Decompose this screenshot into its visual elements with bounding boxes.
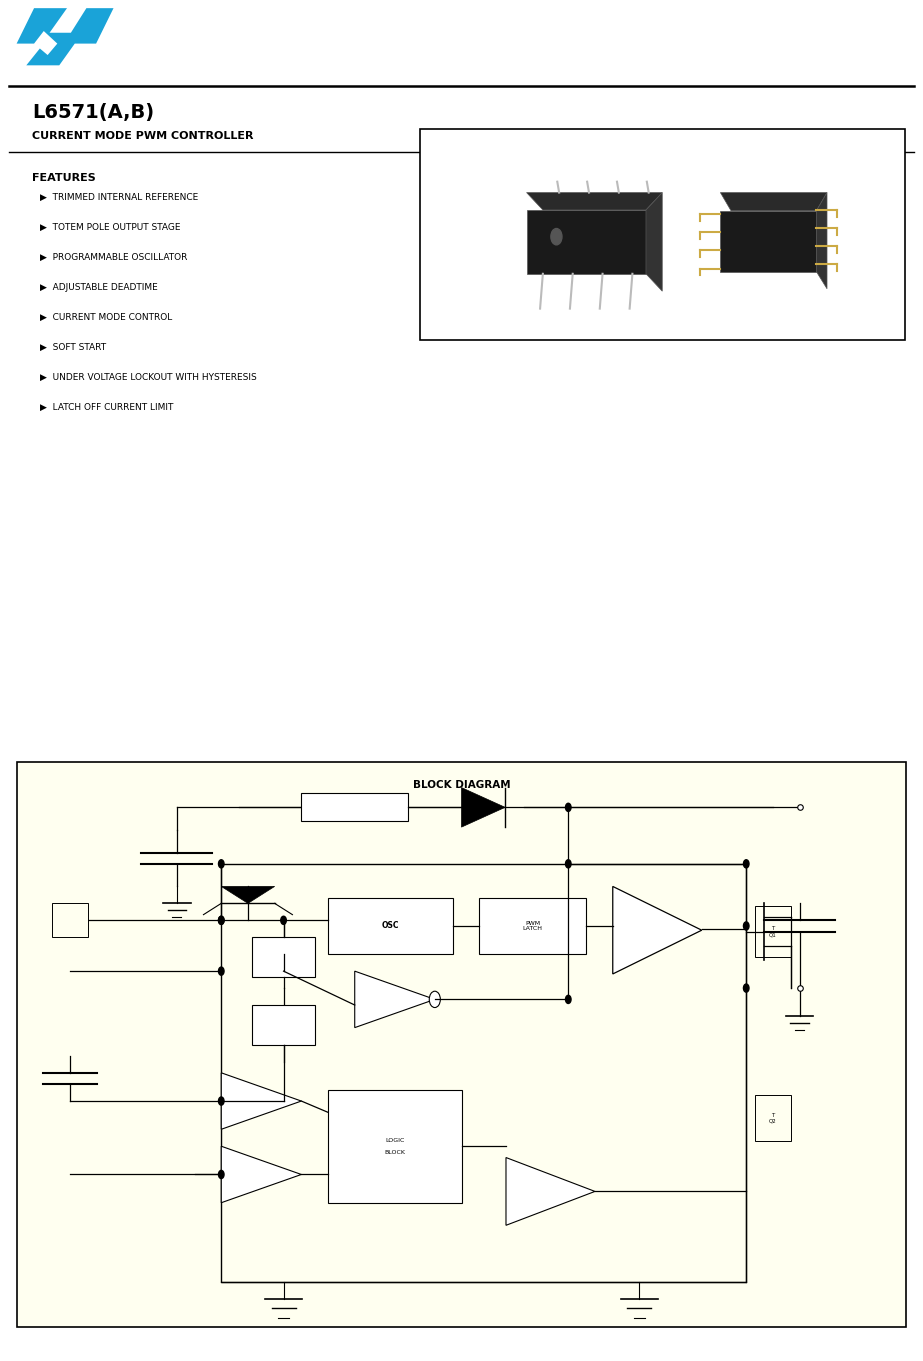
FancyBboxPatch shape [755,906,791,957]
Text: ▶  ADJUSTABLE DEADTIME: ▶ ADJUSTABLE DEADTIME [40,283,158,293]
FancyBboxPatch shape [17,762,906,1327]
Polygon shape [222,1072,301,1130]
Circle shape [219,968,224,976]
FancyBboxPatch shape [252,1004,315,1045]
Circle shape [566,803,571,811]
Polygon shape [526,210,646,274]
FancyBboxPatch shape [222,864,746,1282]
Polygon shape [462,788,505,827]
FancyBboxPatch shape [53,904,88,938]
Polygon shape [720,193,827,211]
Text: PWM
LATCH: PWM LATCH [522,920,543,931]
Text: OSC: OSC [381,921,399,931]
Circle shape [219,1170,224,1179]
Text: CURRENT MODE PWM CONTROLLER: CURRENT MODE PWM CONTROLLER [32,131,254,142]
Circle shape [743,921,749,930]
Circle shape [551,229,562,245]
Circle shape [219,916,224,924]
FancyBboxPatch shape [252,938,315,977]
FancyBboxPatch shape [755,1096,791,1141]
Text: ▶  TOTEM POLE OUTPUT STAGE: ▶ TOTEM POLE OUTPUT STAGE [40,223,180,233]
FancyBboxPatch shape [479,898,586,954]
Polygon shape [17,8,114,65]
Circle shape [281,916,286,924]
Polygon shape [506,1157,595,1225]
Text: ▶  LATCH OFF CURRENT LIMIT: ▶ LATCH OFF CURRENT LIMIT [40,403,174,412]
Circle shape [219,1097,224,1105]
Polygon shape [34,31,57,54]
FancyBboxPatch shape [328,1090,462,1203]
Text: ▶  CURRENT MODE CONTROL: ▶ CURRENT MODE CONTROL [40,313,172,323]
Text: ▶  TRIMMED INTERNAL REFERENCE: ▶ TRIMMED INTERNAL REFERENCE [40,193,198,203]
Text: BLOCK DIAGRAM: BLOCK DIAGRAM [413,780,510,789]
Text: ▶  SOFT START: ▶ SOFT START [40,343,106,352]
Text: ▶  UNDER VOLTAGE LOCKOUT WITH HYSTERESIS: ▶ UNDER VOLTAGE LOCKOUT WITH HYSTERESIS [40,373,257,382]
Text: T
Q2: T Q2 [769,1112,777,1123]
Polygon shape [354,972,435,1028]
FancyBboxPatch shape [301,793,408,822]
Circle shape [566,995,571,1003]
Text: L6571(A,B): L6571(A,B) [32,103,154,122]
Polygon shape [720,211,816,272]
Circle shape [743,984,749,992]
Polygon shape [526,193,663,210]
Polygon shape [613,886,701,974]
Text: LOGIC

BLOCK: LOGIC BLOCK [384,1138,405,1154]
Circle shape [219,916,224,924]
Text: ▶  PROGRAMMABLE OSCILLATOR: ▶ PROGRAMMABLE OSCILLATOR [40,253,187,263]
Polygon shape [646,193,663,291]
Circle shape [219,860,224,868]
Circle shape [743,860,749,868]
FancyBboxPatch shape [328,898,452,954]
Circle shape [429,991,440,1007]
Text: T
Q1: T Q1 [769,927,777,936]
FancyBboxPatch shape [420,129,905,340]
Text: FEATURES: FEATURES [32,173,96,182]
Circle shape [566,860,571,868]
Polygon shape [222,1146,301,1203]
Polygon shape [816,193,827,289]
Polygon shape [222,886,275,904]
